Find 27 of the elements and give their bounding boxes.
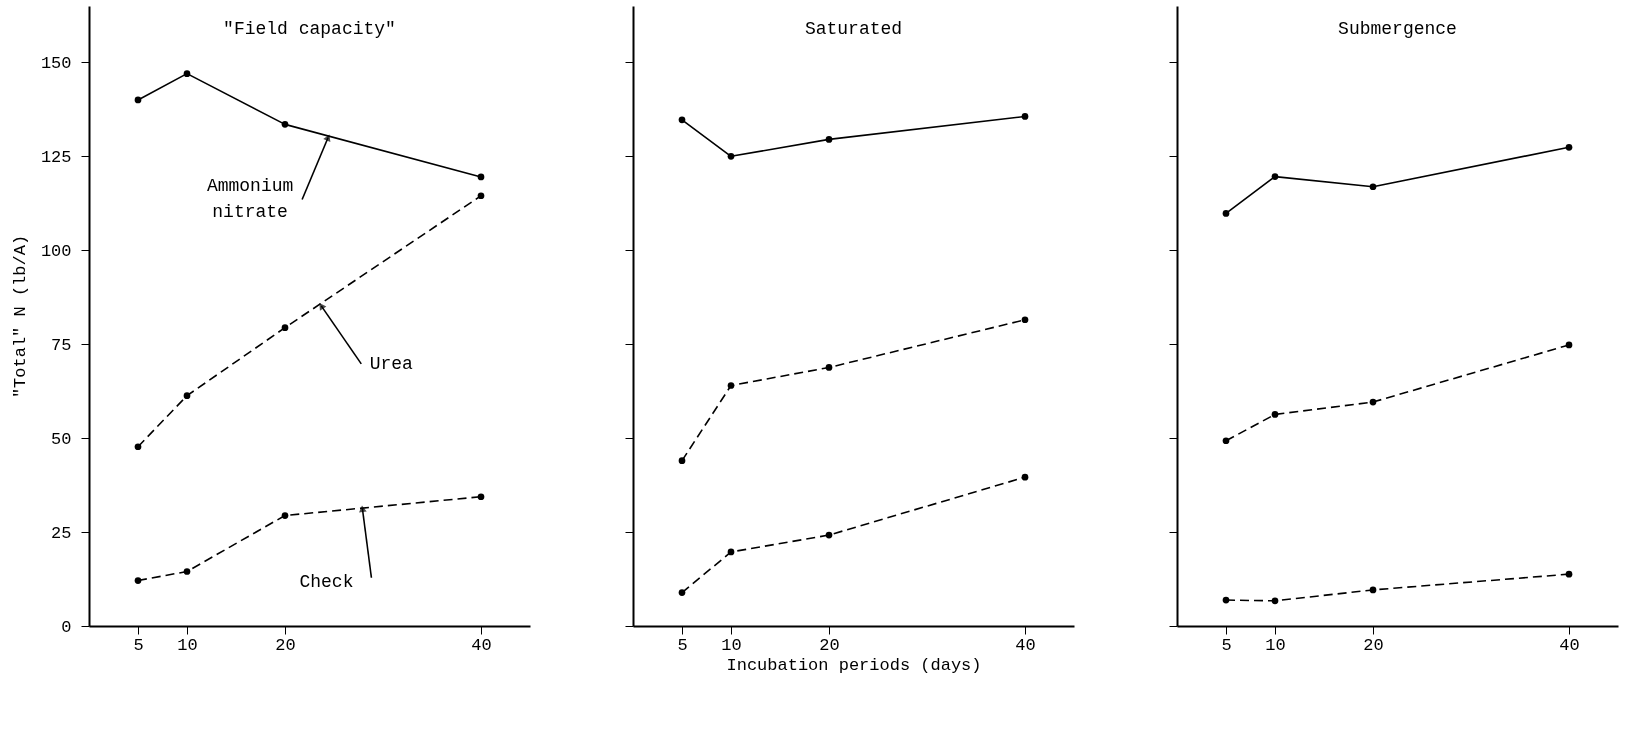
y-tick-label: 75 bbox=[51, 335, 72, 355]
x-axis-title: Incubation periods (days) bbox=[726, 655, 982, 675]
y-tick-label: 125 bbox=[40, 147, 72, 167]
x-tick-label: 40 bbox=[471, 635, 492, 655]
x-tick-label: 20 bbox=[275, 635, 296, 655]
x-tick-label: 10 bbox=[1265, 635, 1286, 655]
annotation: Urea bbox=[369, 353, 414, 374]
x-tick-label: 10 bbox=[177, 635, 198, 655]
x-tick-label: 20 bbox=[1363, 635, 1384, 655]
x-tick-label: 5 bbox=[1221, 635, 1232, 655]
y-tick-label: 25 bbox=[51, 523, 72, 543]
y-tick-label: 150 bbox=[40, 53, 72, 73]
y-tick-label: 50 bbox=[51, 429, 72, 449]
x-tick-label: 20 bbox=[819, 635, 840, 655]
y-tick-label: 100 bbox=[40, 241, 72, 261]
x-tick-label: 40 bbox=[1559, 635, 1580, 655]
x-tick-label: 10 bbox=[721, 635, 742, 655]
x-tick-label: 5 bbox=[677, 635, 688, 655]
text: "Field capacity" bbox=[223, 19, 396, 39]
text: Saturated bbox=[804, 19, 903, 39]
y-axis-title: "Total" N (lb/A) bbox=[10, 234, 30, 399]
text: Submergence bbox=[1338, 19, 1457, 39]
annotation: Check bbox=[299, 571, 354, 592]
annotation: Ammonium nitrate bbox=[206, 175, 294, 222]
y-tick-label: 0 bbox=[61, 617, 72, 637]
x-tick-label: 40 bbox=[1015, 635, 1036, 655]
x-tick-label: 5 bbox=[133, 635, 144, 655]
